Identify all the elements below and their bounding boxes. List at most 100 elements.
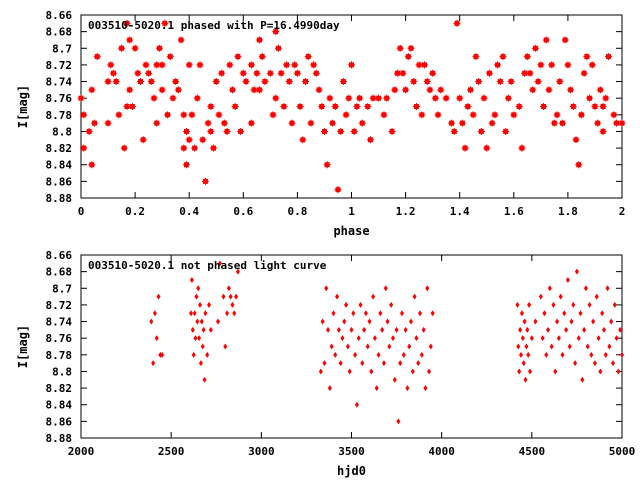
- data-point-cross: [588, 61, 596, 69]
- data-point: [344, 301, 349, 308]
- data-point-cross: [307, 119, 315, 127]
- data-point-cross: [258, 53, 266, 61]
- data-point: [524, 343, 529, 350]
- data-point-cross: [410, 78, 418, 86]
- data-point-cross: [418, 111, 426, 119]
- data-point-cross: [504, 94, 512, 102]
- y-tick-label: 8.74: [46, 76, 73, 89]
- data-point: [371, 293, 376, 300]
- data-point-cross: [423, 78, 431, 86]
- data-point: [578, 310, 583, 317]
- data-point: [226, 285, 231, 292]
- data-point: [569, 318, 574, 325]
- data-point-cross: [280, 103, 288, 110]
- data-point: [367, 318, 372, 325]
- x-tick-label: 1.2: [396, 205, 416, 218]
- data-point-cross: [155, 44, 163, 52]
- y-tick-label: 8.88: [46, 192, 73, 205]
- data-point-cross: [242, 78, 250, 86]
- data-point: [151, 360, 156, 367]
- data-point-cross: [93, 53, 101, 61]
- data-point: [416, 360, 421, 367]
- data-point: [189, 310, 194, 317]
- data-point-cross: [356, 94, 364, 102]
- data-point: [376, 351, 381, 358]
- data-point: [519, 310, 524, 317]
- data-point: [528, 368, 533, 375]
- data-point: [329, 343, 334, 350]
- data-point: [387, 343, 392, 350]
- data-point-cross: [537, 61, 545, 69]
- data-point-cross: [580, 69, 588, 77]
- data-point-cross: [199, 136, 207, 144]
- data-point-cross: [469, 111, 477, 119]
- data-point: [428, 343, 433, 350]
- data-point: [547, 285, 552, 292]
- data-point-cross: [412, 103, 420, 110]
- data-point-cross: [207, 127, 215, 135]
- y-tick-label: 8.88: [46, 432, 73, 445]
- data-point: [202, 376, 207, 383]
- data-point-cross: [569, 103, 577, 110]
- data-point: [378, 310, 383, 317]
- data-point-cross: [112, 78, 120, 86]
- data-point-cross: [326, 94, 334, 102]
- data-point: [396, 418, 401, 425]
- data-point-cross: [375, 94, 383, 102]
- data-point-cross: [212, 78, 220, 86]
- data-point-cross: [215, 111, 223, 119]
- data-point-cross: [285, 78, 293, 86]
- data-point: [573, 360, 578, 367]
- data-point: [380, 326, 385, 333]
- data-point: [594, 293, 599, 300]
- data-point-cross: [299, 136, 307, 144]
- data-point: [522, 318, 527, 325]
- data-point: [198, 301, 203, 308]
- data-point-cross: [158, 61, 166, 69]
- data-point: [345, 343, 350, 350]
- data-point: [610, 360, 615, 367]
- data-point-cross: [510, 111, 518, 119]
- data-point: [200, 343, 205, 350]
- y-tick-label: 8.68: [46, 26, 73, 39]
- data-point: [189, 276, 194, 283]
- data-point: [583, 285, 588, 292]
- data-point-cross: [88, 161, 96, 169]
- x-axis-label: hjd0: [337, 464, 366, 478]
- data-point: [156, 293, 161, 300]
- data-point: [403, 326, 408, 333]
- data-point: [418, 310, 423, 317]
- data-point-cross: [247, 61, 255, 69]
- data-point-cross: [191, 144, 199, 152]
- data-point-cross: [366, 136, 374, 144]
- data-point-cross: [126, 86, 134, 94]
- data-point: [192, 310, 197, 317]
- data-point-cross: [602, 94, 610, 102]
- data-point: [515, 301, 520, 308]
- data-point-cross: [453, 19, 461, 27]
- x-tick-label: 2500: [158, 445, 185, 458]
- data-point-cross: [540, 103, 548, 110]
- data-point-cross: [396, 44, 404, 52]
- plot-frame: [80, 254, 623, 439]
- data-point-cross: [348, 61, 355, 69]
- data-point-cross: [461, 144, 469, 152]
- y-tick-label: 8.8: [52, 125, 72, 138]
- y-tick-label: 8.7: [52, 282, 72, 295]
- data-point: [523, 376, 528, 383]
- data-point: [351, 310, 356, 317]
- data-point: [223, 343, 228, 350]
- data-point: [394, 326, 399, 333]
- data-point: [398, 360, 403, 367]
- data-point-cross: [134, 69, 142, 77]
- data-point: [354, 401, 359, 408]
- data-point: [389, 301, 394, 308]
- data-point-cross: [323, 161, 331, 169]
- data-point-cross: [450, 127, 458, 135]
- data-point: [410, 368, 415, 375]
- data-point: [589, 351, 594, 358]
- data-point-cross: [350, 127, 358, 135]
- data-point-cross: [272, 94, 280, 102]
- data-point: [197, 335, 202, 342]
